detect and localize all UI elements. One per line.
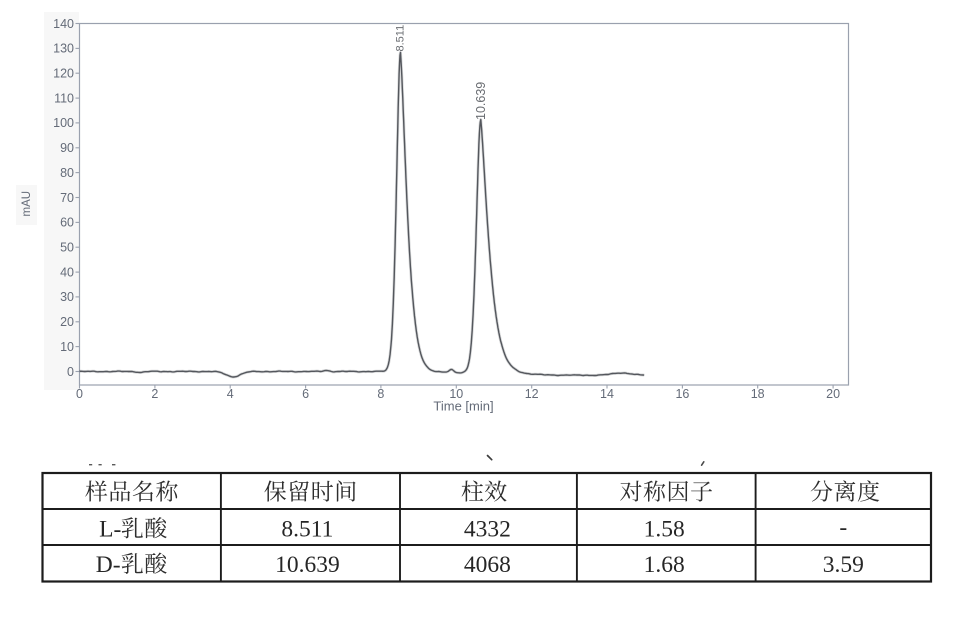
svg-text:8.511: 8.511 — [394, 25, 406, 52]
svg-text:110: 110 — [54, 91, 74, 105]
svg-text:10.639: 10.639 — [275, 552, 340, 578]
svg-text:0: 0 — [67, 365, 74, 379]
svg-text:4332: 4332 — [464, 517, 511, 543]
svg-text:80: 80 — [60, 166, 74, 180]
svg-text:140: 140 — [53, 17, 74, 31]
svg-text:50: 50 — [60, 241, 74, 255]
svg-text:8.511: 8.511 — [281, 517, 333, 543]
svg-text:L-: L- — [99, 517, 121, 543]
svg-text:12: 12 — [525, 387, 539, 401]
svg-text:60: 60 — [60, 216, 74, 230]
svg-text:4: 4 — [227, 387, 234, 401]
svg-text:Time [min]: Time [min] — [433, 399, 493, 414]
svg-text:70: 70 — [60, 191, 74, 205]
svg-text:2: 2 — [151, 387, 158, 401]
svg-text:10: 10 — [449, 387, 463, 401]
svg-text:90: 90 — [60, 141, 74, 155]
svg-text:8: 8 — [377, 387, 384, 401]
svg-text:mAU: mAU — [21, 191, 33, 217]
svg-text:10.639: 10.639 — [474, 82, 488, 120]
svg-text:1.58: 1.58 — [644, 517, 685, 543]
svg-text:14: 14 — [600, 387, 614, 401]
svg-text:4068: 4068 — [464, 552, 511, 578]
svg-text:30: 30 — [60, 290, 74, 304]
svg-text:20: 20 — [60, 315, 74, 329]
svg-text:130: 130 — [53, 42, 74, 56]
svg-text:10: 10 — [60, 340, 74, 354]
svg-text:16: 16 — [675, 387, 689, 401]
svg-text:6: 6 — [302, 387, 309, 401]
svg-text:0: 0 — [76, 387, 83, 401]
svg-text:120: 120 — [53, 67, 74, 81]
svg-text:D-: D- — [96, 552, 121, 578]
svg-text:-: - — [839, 515, 847, 541]
svg-text:1.68: 1.68 — [644, 552, 685, 578]
svg-text:100: 100 — [53, 116, 74, 130]
svg-text:40: 40 — [60, 265, 74, 279]
svg-text:18: 18 — [751, 387, 765, 401]
svg-text:3.59: 3.59 — [823, 552, 864, 578]
svg-text:20: 20 — [826, 387, 840, 401]
